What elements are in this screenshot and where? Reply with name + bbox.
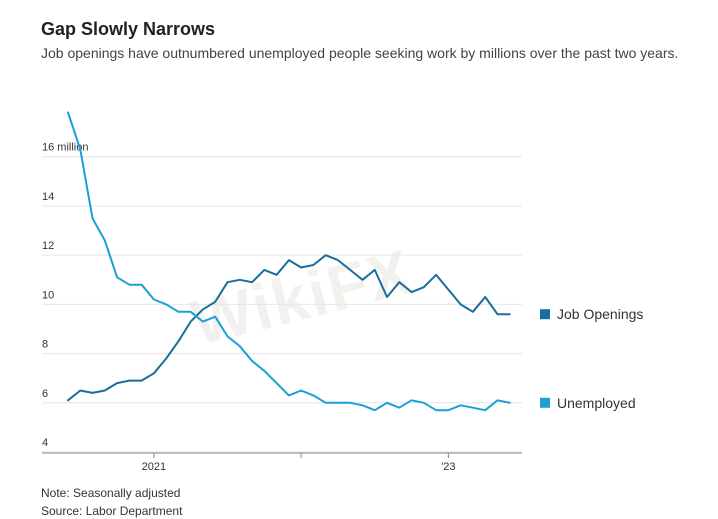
x-axis-ticks: 2021 '23 [42, 452, 522, 473]
legend-unemployed: Unemployed [540, 395, 636, 411]
y-tick-label: 4 [42, 437, 48, 449]
y-tick-label: 8 [42, 339, 48, 351]
y-tick-label: 10 [42, 289, 54, 301]
grid-lines [42, 156, 522, 453]
legend-label: Unemployed [557, 395, 636, 411]
chart-title: Gap Slowly Narrows [41, 19, 216, 39]
legend-label: Job Openings [557, 306, 643, 322]
series-lines [67, 111, 511, 412]
y-tick-label: 14 [42, 191, 54, 203]
legend-swatch [540, 397, 550, 408]
source-note: Source: Labor Department [41, 504, 183, 518]
y-tick-label: 16 million [42, 142, 88, 154]
y-axis-ticks: 4 6 8 10 12 14 16 million [42, 142, 88, 449]
x-tick-label: 2021 [142, 461, 166, 473]
x-tick-label: '23 [441, 461, 455, 473]
legend-job-openings: Job Openings [540, 306, 643, 322]
job-openings-line [67, 254, 511, 402]
chart-subtitle: Job openings have outnumbered unemployed… [41, 45, 679, 61]
y-tick-label: 6 [42, 388, 48, 400]
unemployed-line [67, 111, 511, 412]
legend: Job Openings Unemployed [540, 306, 643, 411]
y-tick-label: 12 [42, 240, 54, 252]
legend-swatch [540, 309, 550, 320]
footnote: Note: Seasonally adjusted [41, 486, 181, 500]
